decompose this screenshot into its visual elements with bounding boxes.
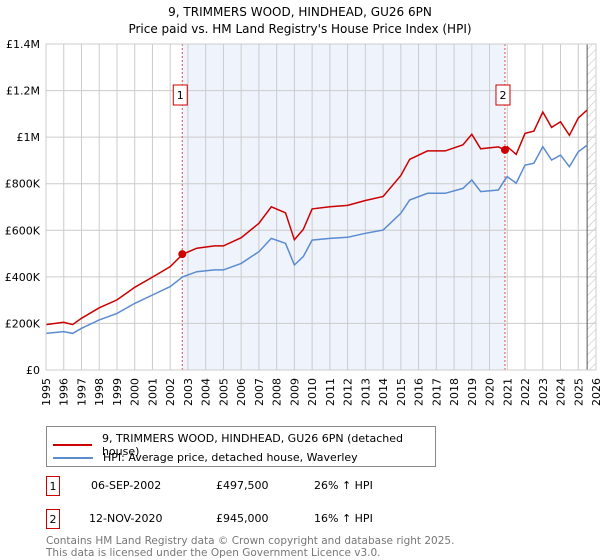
transaction-hpi: 16% ↑ HPI	[314, 512, 373, 525]
legend-item-hpi: HPI: Average price, detached house, Wave…	[53, 451, 358, 464]
x-tick-label: 2024	[555, 378, 568, 406]
x-tick-label: 2010	[306, 378, 319, 406]
sale-badge-box	[495, 84, 511, 106]
hpi-line	[45, 144, 588, 335]
y-tick-label: £400K	[5, 271, 41, 284]
transaction-date: 06-SEP-2002	[91, 479, 162, 492]
legend-swatch-blue	[53, 456, 93, 459]
x-tick-label: 2017	[430, 378, 443, 406]
x-tick-label: 2026	[590, 378, 600, 406]
x-tick-label: 2000	[129, 378, 142, 406]
y-tick-label: £1.4M	[6, 38, 40, 51]
x-tick-label: 1996	[58, 378, 71, 406]
footer: Contains HM Land Registry data © Crown c…	[46, 535, 454, 559]
chart-title: 9, TRIMMERS WOOD, HINDHEAD, GU26 6PN	[168, 5, 432, 19]
transaction-price: £497,500	[216, 479, 269, 492]
x-tick-label: 2011	[324, 378, 337, 406]
x-tick-label: 2008	[271, 378, 284, 406]
x-tick-label: 2003	[182, 378, 195, 406]
y-tick-label: £0	[26, 364, 40, 377]
x-tick-label: 2019	[466, 378, 479, 406]
x-tick-label: 2025	[572, 378, 585, 406]
sale-point	[178, 250, 187, 259]
legend-label-property: 9, TRIMMERS WOOD, HINDHEAD, GU26 6PN (de…	[101, 432, 403, 458]
footer-copyright: Contains HM Land Registry data © Crown c…	[46, 535, 455, 547]
x-tick-label: 2016	[413, 378, 426, 406]
x-tick-label: 1997	[75, 378, 88, 406]
sale-badge-label: 2	[499, 89, 506, 102]
sale-badge-box	[172, 84, 188, 106]
transaction-date: 12-NOV-2020	[89, 512, 163, 525]
legend: 9, TRIMMERS WOOD, HINDHEAD, GU26 6PN (de…	[46, 426, 436, 467]
x-tick-label: 2007	[253, 378, 266, 406]
x-tick-label: 2001	[146, 378, 159, 406]
x-tick-label: 2009	[288, 378, 301, 406]
x-tick-label: 2005	[217, 378, 230, 406]
chart-subtitle: Price paid vs. HM Land Registry's House …	[128, 22, 471, 36]
x-tick-label: 1999	[111, 378, 124, 406]
footer-licence: This data is licensed under the Open Gov…	[46, 547, 381, 559]
x-tick-label: 2006	[235, 378, 248, 406]
x-tick-label: 1995	[40, 378, 53, 406]
y-tick-label: £1M	[17, 131, 41, 144]
x-tick-label: 2020	[484, 378, 497, 406]
sale-point	[500, 145, 509, 154]
transaction-badge: 1	[46, 476, 60, 496]
transaction-hpi: 26% ↑ HPI	[314, 479, 373, 492]
x-tick-label: 2012	[342, 378, 355, 406]
y-tick-label: £800K	[5, 178, 41, 191]
x-tick-label: 2021	[501, 378, 514, 406]
y-tick-label: £1.2M	[6, 85, 40, 98]
transaction-row: 1 06-SEP-2002 £497,500 26% ↑ HPI	[46, 476, 446, 498]
x-tick-label: 2023	[537, 378, 550, 406]
x-tick-label: 2018	[448, 378, 461, 406]
transaction-badge: 2	[46, 509, 60, 529]
transaction-price: £945,000	[216, 512, 269, 525]
transaction-row: 2 12-NOV-2020 £945,000 16% ↑ HPI	[46, 509, 446, 531]
plot-frame	[45, 43, 597, 371]
sale-badge-label: 1	[177, 89, 184, 102]
projection-hatch	[587, 44, 596, 370]
property-price-line	[45, 109, 588, 326]
sale-period-shading	[182, 44, 505, 370]
x-tick-label: 2015	[395, 378, 408, 406]
legend-swatch-red	[53, 444, 92, 446]
legend-label-hpi: HPI: Average price, detached house, Wave…	[103, 451, 358, 464]
y-tick-label: £600K	[5, 224, 41, 237]
x-tick-label: 2014	[377, 378, 390, 406]
legend-item-property: 9, TRIMMERS WOOD, HINDHEAD, GU26 6PN (de…	[53, 432, 435, 458]
x-tick-label: 2013	[359, 378, 372, 406]
price-chart: 9, TRIMMERS WOOD, HINDHEAD, GU26 6PN Pri…	[5, 5, 600, 406]
x-tick-label: 2022	[519, 378, 532, 406]
x-tick-label: 1998	[93, 378, 106, 406]
x-tick-label: 2002	[164, 378, 177, 406]
y-tick-label: £200K	[5, 317, 41, 330]
x-tick-label: 2004	[200, 378, 213, 406]
